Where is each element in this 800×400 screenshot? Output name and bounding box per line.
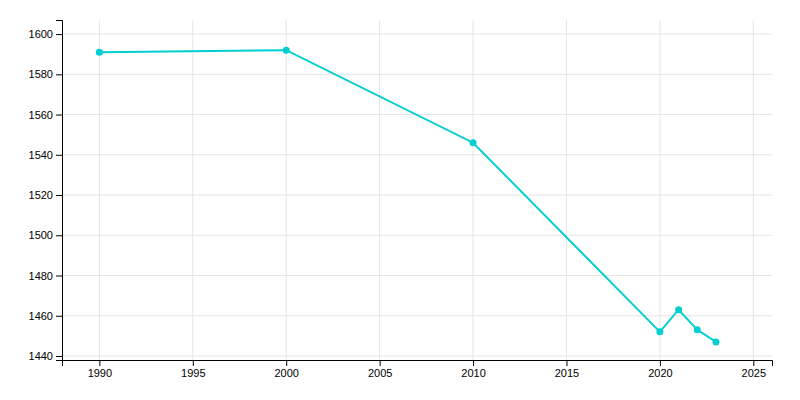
x-tick-label: 2025 [742,367,766,379]
y-tick: 1520 [29,189,62,201]
x-tick-label: 2015 [555,367,579,379]
x-tick: 1995 [181,360,205,379]
y-grid-line [62,74,772,75]
x-tick: 2020 [648,360,672,379]
y-tick: 1580 [29,68,62,80]
x-grid-line [473,20,474,360]
chart-container: 1990 1995 2000 2005 2010 2015 2020 2025 1440 1460… [0,0,800,400]
x-tick: 2005 [368,360,392,379]
y-tick-mark [56,276,62,277]
x-tick-mark [566,360,567,366]
y-tick-label: 1480 [29,270,53,282]
y-grid-line [62,195,772,196]
x-tick-label: 2005 [368,367,392,379]
y-grid-line [62,275,772,276]
y-tick: 1480 [29,270,62,282]
y-tick: 1500 [29,229,62,241]
y-tick-label: 1580 [29,68,53,80]
point [96,49,103,56]
x-grid-line [379,20,380,360]
y-tick: 1540 [29,149,62,161]
point [283,47,290,54]
y-tick-mark [56,195,62,196]
y-tick-label: 1460 [29,310,53,322]
chart-svg: 1990 1995 2000 2005 2010 2015 2020 2025 1440 1460… [0,0,800,400]
y-grid-line [62,315,772,316]
y-tick-label: 1600 [29,28,53,40]
x-tick-mark [380,360,381,366]
x-tick: 2010 [461,360,485,379]
x-tick-label: 1995 [181,367,205,379]
y-tick-mark [56,34,62,35]
x-tick-mark [99,360,100,366]
y-grid-line [62,235,772,236]
x-grid-line [659,20,660,360]
x-tick-label: 2020 [648,367,672,379]
y-tick-mark [56,356,62,357]
y-tick-label: 1560 [29,109,53,121]
y-tick-label: 1500 [29,229,53,241]
x-tick-label: 1990 [88,367,112,379]
point [675,306,682,313]
point [694,326,701,333]
x-grid-line [286,20,287,360]
y-axis: 1440 1460 1480 1500 1520 1540 1560 1580 1600 [29,21,63,362]
y-grid-line [62,355,772,356]
line [99,50,716,342]
point [656,328,663,335]
y-tick-mark [56,155,62,156]
y-tick: 1600 [29,28,62,40]
x-tick-label: 2000 [274,367,298,379]
x-tick: 2025 [742,360,766,379]
x-grid-line [753,20,754,360]
y-tick-label: 1440 [29,350,53,362]
y-tick-label: 1520 [29,189,53,201]
grid [62,20,772,360]
x-grid-line [192,20,193,360]
x-tick-mark [660,360,661,366]
x-tick: 2015 [555,360,579,379]
y-tick: 1560 [29,109,62,121]
y-grid-line [62,154,772,155]
x-axis-line [63,361,773,367]
y-tick-mark [56,115,62,116]
y-grid-line [62,34,772,35]
x-tick: 1990 [88,360,112,379]
x-tick-mark [286,360,287,366]
x-grid-line [99,20,100,360]
y-tick-mark [56,74,62,75]
point [712,338,719,345]
x-tick-mark [753,360,754,366]
x-tick-label: 2010 [461,367,485,379]
x-axis: 1990 1995 2000 2005 2010 2015 2020 2025 [63,360,773,379]
y-tick-mark [56,235,62,236]
point [470,139,477,146]
x-tick-mark [473,360,474,366]
y-axis-line [56,21,63,361]
plot-area [96,47,720,346]
y-tick: 1460 [29,310,62,322]
y-tick-label: 1540 [29,149,53,161]
x-grid-line [566,20,567,360]
x-tick: 2000 [274,360,298,379]
y-tick: 1440 [29,350,62,362]
y-tick-mark [56,316,62,317]
x-tick-mark [193,360,194,366]
